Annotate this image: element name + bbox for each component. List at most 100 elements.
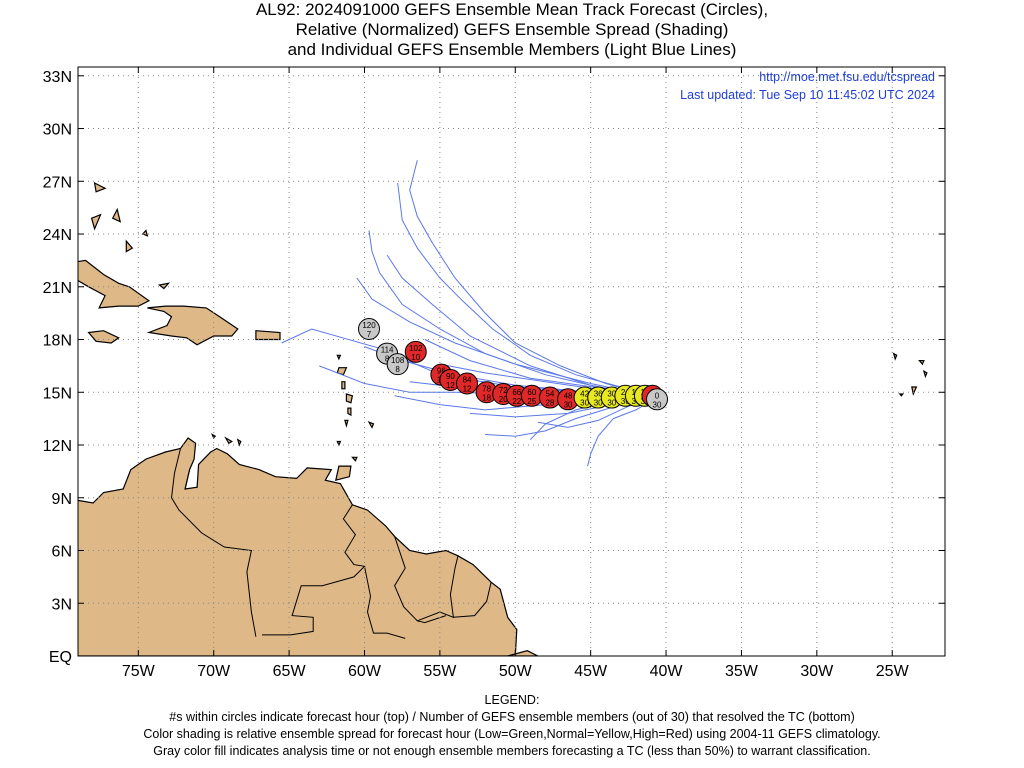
country-border [417,615,447,624]
track-circle [404,340,427,363]
latitude-labels: 33N 30N 27N 24N 21N 18N 15N 12N 9N 6N 3N EQ [43,69,72,666]
forecast-hour-label: 66 [512,388,521,397]
land-shape [344,419,349,428]
member-track-line [386,254,658,398]
chart-title: AL92: 2024091000 GEFS Ensemble Mean Trac… [0,0,1024,60]
member-count-label: 8 [385,355,390,364]
lat-label: 18N [43,333,72,350]
forecast-hour-label: 114 [381,346,394,355]
land-shape [892,352,898,361]
forecast-hour-label: 90 [446,372,455,381]
legend-line-2: Color shading is relative ensemble sprea… [143,727,881,741]
member-count-label: 30 [621,397,630,406]
land-shape [157,282,171,290]
lon-label: 50W [499,663,533,680]
land-shape [255,330,281,341]
land-shape [336,354,342,361]
member-count-label: 30 [607,399,616,408]
forecast-hour-label: 48 [564,391,573,400]
member-track-line [368,230,658,398]
forecast-hour-label: 30 [607,390,616,399]
land-shape [922,369,928,379]
axis-ticks [78,67,945,657]
forecast-hour-label: 60 [527,388,536,397]
lat-label: 12N [43,438,72,455]
forecast-hour-label: 54 [545,390,554,399]
country-border [364,566,406,639]
member-count-label: 10 [411,353,420,362]
land-shape [351,456,358,462]
gridlines [78,67,945,656]
member-track-line [397,182,658,398]
lat-label: 27N [43,174,72,191]
lon-label: 55W [423,663,457,680]
track-circle [456,372,479,395]
member-count-label: 30 [594,399,603,408]
legend-heading: LEGEND: [484,693,540,707]
land-shape [347,407,352,417]
land-shape [141,229,149,237]
member-count-label: 12 [446,381,455,390]
lon-label: 35W [725,663,759,680]
track-circle [386,353,409,376]
track-point-hour-0: 030 [646,388,669,411]
lat-label: 6N [52,544,72,561]
lon-label: 65W [273,663,307,680]
land-shape [125,239,134,253]
land-shape [224,436,233,445]
land-shape [90,213,102,231]
forecast-hour-label: 120 [362,321,376,330]
member-count-label: 25 [527,397,536,406]
legend-line-1: #s within circles indicate forecast hour… [169,710,855,724]
country-border [262,504,366,636]
country-border [453,582,492,618]
forecast-hour-label: 0 [655,391,660,400]
country-border [170,448,257,637]
member-count-label: 12 [463,384,472,393]
forecast-hour-label: 78 [482,384,491,393]
mean-track-circles: 1207114810881021096129012841278187220662… [358,317,669,411]
lon-label: 75W [122,663,156,680]
forecast-hour-label: 96 [437,367,446,376]
landmasses [78,181,928,656]
land-shape [341,381,346,390]
land-shape [236,438,242,447]
country-border [184,469,191,490]
plot-frame [77,66,946,657]
title-line-1: AL92: 2024091000 GEFS Ensemble Mean Trac… [255,0,769,19]
forecast-hour-label: 36 [594,390,603,399]
land-shape [78,259,151,309]
legend: LEGEND: #s within circles indicate forec… [0,692,1024,760]
member-count-label: 30 [580,399,589,408]
lat-label: 21N [43,280,72,297]
member-count-label: 8 [395,365,400,374]
longitude-labels: 75W 70W 65W 60W 55W 50W 45W 40W 35W 30W 25W [122,663,910,680]
title-line-3: and Individual GEFS Ensemble Members (Li… [287,40,737,59]
forecast-hour-label: 72 [499,386,508,395]
member-count-label: 30 [564,400,573,409]
source-url[interactable]: http://moe.met.fsu.edu/tcspread [759,70,935,84]
land-shape [336,440,342,447]
lat-label: 33N [43,69,72,86]
land-shape [111,207,122,223]
track-circle [646,388,669,411]
lon-label: 70W [197,663,231,680]
forecast-hour-label: 102 [409,344,423,353]
member-track-line [409,160,658,398]
member-count-label: 7 [367,330,372,339]
legend-line-3: Gray color fill indicates analysis time … [153,744,871,758]
forecast-hour-label: 84 [463,375,472,384]
lon-label: 40W [650,663,684,680]
land-shape [911,386,918,396]
last-updated: Last updated: Tue Sep 10 11:45:02 UTC 20… [680,88,935,102]
lon-label: 60W [348,663,382,680]
lat-label: 15N [43,385,72,402]
land-shape [345,393,354,404]
